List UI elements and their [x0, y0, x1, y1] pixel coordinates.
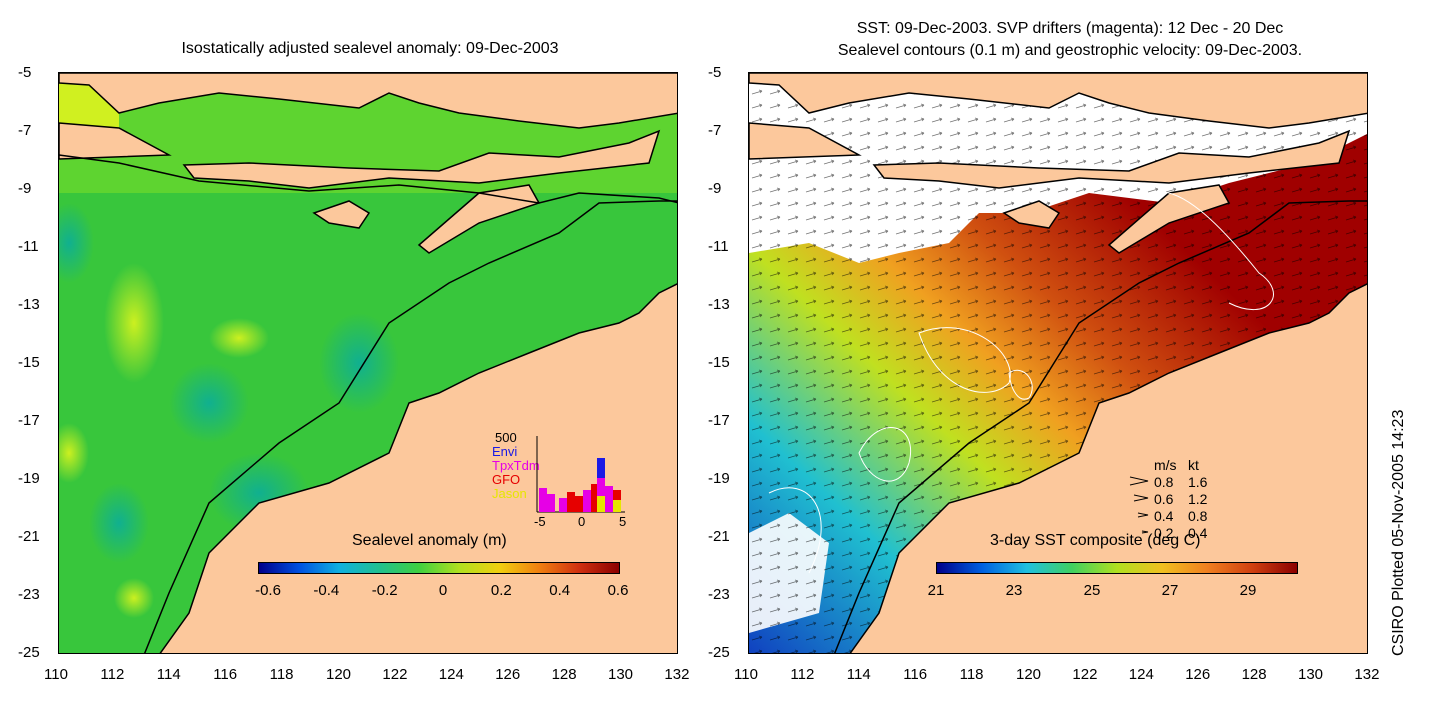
left-colorbar-tick-4: 0.2 [490, 582, 512, 599]
right-y-tick-0: -5 [708, 64, 722, 81]
left-x-tick-2: 114 [156, 666, 181, 683]
right-y-tick-4: -13 [708, 296, 730, 313]
left-y-tick-4: -13 [18, 296, 40, 313]
right-y-tick-3: -11 [708, 238, 729, 255]
left-colorbar [258, 562, 620, 574]
right-x-tick-2: 114 [846, 666, 871, 683]
right-x-tick-4: 118 [959, 666, 984, 683]
satellite-xtick-neg5: -5 [534, 514, 546, 529]
right-colorbar-tick-2: 25 [1083, 582, 1101, 599]
left-x-tick-8: 126 [495, 666, 521, 683]
right-sst-map [748, 72, 1368, 654]
left-x-tick-7: 124 [438, 666, 464, 683]
plot-credit-label: CSIRO Plotted 05-Nov-2005 14:23 [1390, 409, 1407, 656]
right-x-tick-3: 116 [903, 666, 928, 683]
right-y-tick-2: -9 [708, 180, 722, 197]
velocity-header-ms: m/s [1154, 457, 1177, 473]
right-colorbar-tick-1: 23 [1005, 582, 1023, 599]
legend-gfo: GFO [492, 472, 521, 487]
left-x-tick-3: 116 [213, 666, 238, 683]
velocity-row-2-ms: 0.4 [1154, 508, 1174, 524]
right-y-tick-5: -15 [708, 354, 730, 371]
left-colorbar-tick-1: -0.4 [313, 582, 340, 599]
right-colorbar [936, 562, 1298, 574]
left-sealevel-map [58, 72, 678, 654]
right-x-tick-11: 132 [1354, 666, 1380, 683]
satellite-legend: 500 Envi TpxTdm GFO Jason -5 0 5 [480, 430, 630, 530]
left-x-tick-5: 120 [326, 666, 352, 683]
velocity-arrow-icons [1129, 476, 1149, 534]
left-y-tick-0: -5 [18, 64, 32, 81]
right-colorbar-title: 3-day SST composite (deg C) [990, 532, 1201, 549]
left-colorbar-title: Sealevel anomaly (m) [352, 532, 507, 549]
velocity-header-kt: kt [1188, 457, 1199, 473]
left-x-tick-0: 110 [44, 666, 68, 683]
right-x-tick-6: 122 [1072, 666, 1098, 683]
left-x-tick-10: 130 [608, 666, 634, 683]
left-map-title: Isostatically adjusted sealevel anomaly:… [181, 40, 559, 57]
left-x-tick-4: 118 [269, 666, 294, 683]
velocity-row-1-ms: 0.6 [1154, 491, 1174, 507]
right-x-tick-10: 130 [1298, 666, 1324, 683]
right-map-title-line1: SST: 09-Dec-2003. SVP drifters (magenta)… [856, 20, 1284, 37]
left-y-tick-8: -21 [18, 528, 40, 545]
right-y-tick-10: -25 [708, 644, 730, 661]
right-y-tick-9: -23 [708, 586, 730, 603]
left-y-tick-2: -9 [18, 180, 32, 197]
left-y-tick-1: -7 [18, 122, 32, 139]
left-y-tick-5: -15 [18, 354, 40, 371]
left-colorbar-tick-3: 0 [438, 582, 448, 599]
velocity-row-3-kt: 0.4 [1188, 525, 1208, 541]
right-colorbar-tick-4: 29 [1239, 582, 1257, 599]
velocity-legend: m/s kt 0.8 1.6 0.6 1.2 0.4 0.8 0.2 0.4 [1128, 457, 1238, 541]
legend-jason: Jason [492, 486, 527, 501]
left-y-tick-10: -25 [18, 644, 40, 661]
right-y-tick-8: -21 [708, 528, 730, 545]
satellite-xtick-0: 0 [578, 514, 586, 529]
left-y-tick-6: -17 [18, 412, 40, 429]
velocity-row-2-kt: 0.8 [1188, 508, 1208, 524]
left-colorbar-tick-2: -0.2 [371, 582, 398, 599]
left-x-tick-9: 128 [551, 666, 577, 683]
right-x-tick-8: 126 [1185, 666, 1211, 683]
left-colorbar-tick-6: 0.6 [607, 582, 629, 599]
right-x-tick-9: 128 [1241, 666, 1267, 683]
satellite-xtick-5: 5 [619, 514, 627, 529]
satellite-legend-ymax: 500 [495, 430, 517, 445]
satellite-histogram [536, 436, 625, 513]
right-x-tick-1: 112 [790, 666, 815, 683]
right-colorbar-tick-3: 27 [1161, 582, 1179, 599]
velocity-row-0-kt: 1.6 [1188, 474, 1208, 490]
right-y-tick-6: -17 [708, 412, 730, 429]
left-x-tick-1: 112 [100, 666, 125, 683]
right-y-tick-1: -7 [708, 122, 722, 139]
left-x-tick-6: 122 [382, 666, 408, 683]
right-y-tick-7: -19 [708, 470, 730, 487]
left-y-tick-9: -23 [18, 586, 40, 603]
left-y-tick-7: -19 [18, 470, 40, 487]
left-x-tick-11: 132 [664, 666, 690, 683]
right-x-tick-5: 120 [1016, 666, 1042, 683]
legend-tpxtdm: TpxTdm [492, 458, 540, 473]
right-x-tick-0: 110 [734, 666, 758, 683]
legend-envi: Envi [492, 444, 518, 459]
velocity-row-1-kt: 1.2 [1188, 491, 1208, 507]
right-map-title-line2: Sealevel contours (0.1 m) and geostrophi… [837, 42, 1303, 59]
velocity-row-0-ms: 0.8 [1154, 474, 1174, 490]
velocity-row-3-ms: 0.2 [1154, 525, 1174, 541]
left-colorbar-tick-5: 0.4 [549, 582, 571, 599]
right-x-tick-7: 124 [1128, 666, 1154, 683]
left-y-tick-3: -11 [18, 238, 39, 255]
right-colorbar-tick-0: 21 [927, 582, 945, 599]
left-colorbar-tick-0: -0.6 [255, 582, 281, 599]
